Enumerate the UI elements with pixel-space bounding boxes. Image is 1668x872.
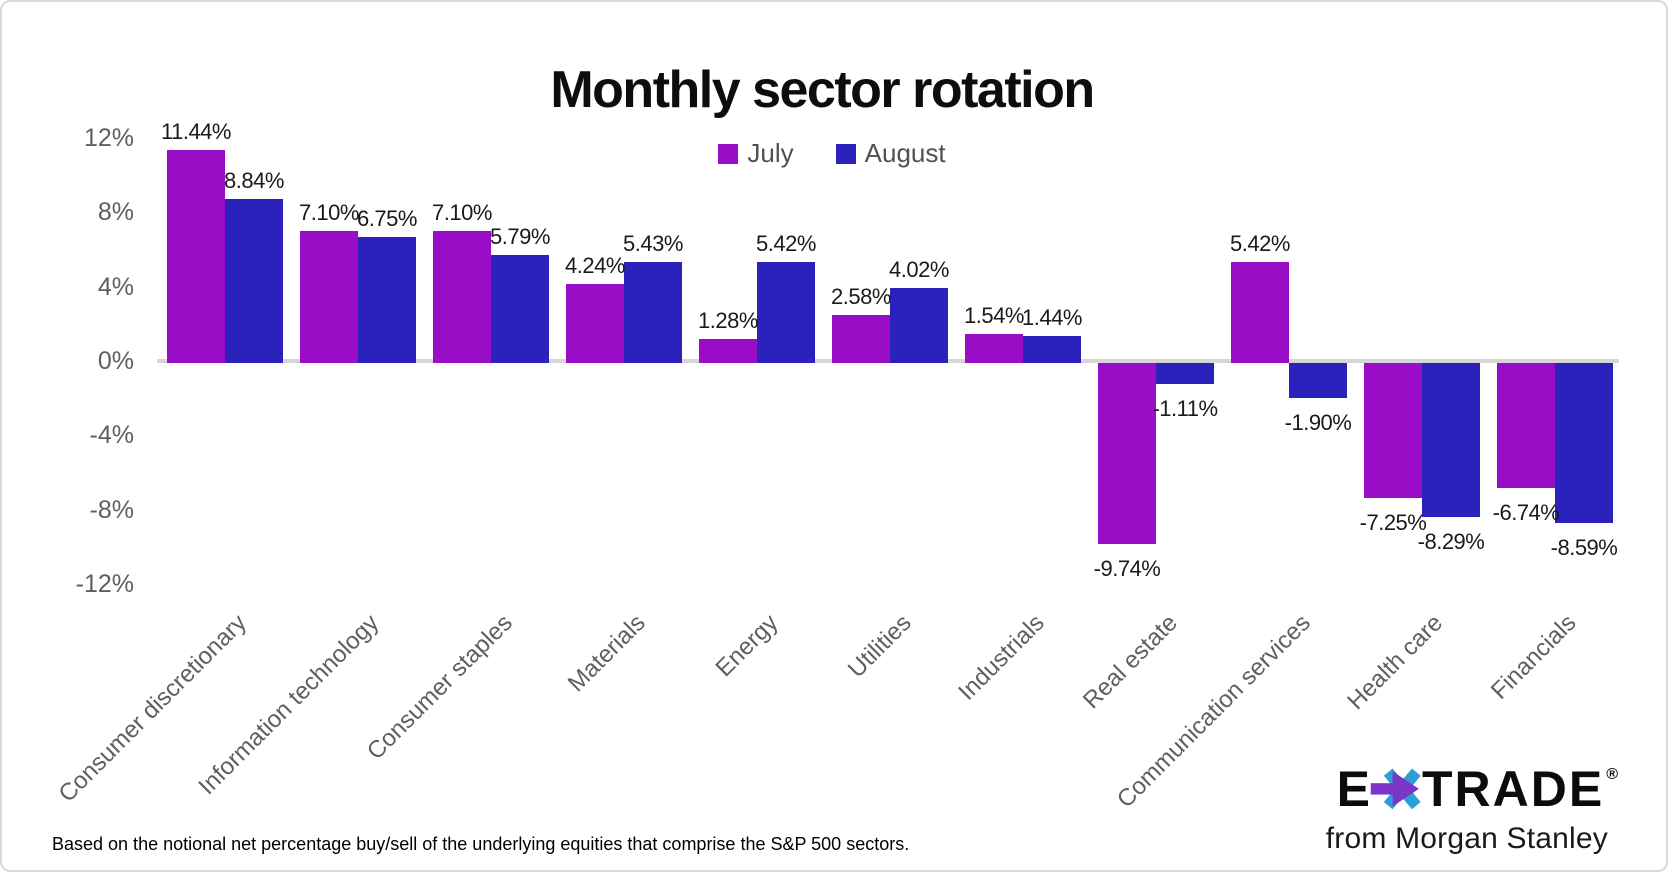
bar-july-energy bbox=[699, 339, 757, 363]
value-label-august-consumer-staples: 5.79% bbox=[490, 224, 550, 250]
category-label-financials: Financials bbox=[1485, 609, 1582, 705]
category-label-real-estate: Real estate bbox=[1077, 609, 1183, 715]
value-label-august-consumer-discretionary: 8.84% bbox=[224, 167, 284, 193]
logo-tagline: from Morgan Stanley bbox=[1325, 822, 1608, 855]
july-color-swatch bbox=[718, 143, 739, 164]
legend-item-august: August bbox=[835, 138, 946, 169]
y-axis-tick: 8% bbox=[97, 198, 134, 227]
bar-august-industrials bbox=[1023, 336, 1081, 363]
bar-august-information-technology bbox=[358, 237, 416, 363]
category-label-energy: Energy bbox=[710, 609, 784, 683]
value-label-july-utilities: 2.58% bbox=[831, 284, 891, 309]
bar-july-industrials bbox=[965, 334, 1023, 363]
logo-letter-e: E bbox=[1336, 761, 1372, 817]
y-axis-tick: -12% bbox=[75, 570, 134, 599]
value-label-july-financials: -6.74% bbox=[1492, 500, 1560, 526]
y-axis-tick: -8% bbox=[89, 495, 134, 524]
bar-july-information-technology bbox=[300, 230, 358, 363]
value-label-august-communication-services: -1.90% bbox=[1284, 410, 1352, 436]
bar-july-consumer-discretionary bbox=[167, 150, 225, 363]
bar-august-energy bbox=[757, 262, 815, 363]
bar-july-health-care bbox=[1364, 363, 1422, 498]
bar-july-communication-services bbox=[1231, 262, 1289, 363]
footnote: Based on the notional net percentage buy… bbox=[52, 834, 910, 854]
bar-august-consumer-staples bbox=[491, 255, 549, 363]
value-label-july-health-care: -7.25% bbox=[1359, 509, 1427, 535]
y-axis-tick: 0% bbox=[97, 347, 134, 375]
chart-title: Monthly sector rotation bbox=[550, 61, 1095, 119]
bar-july-consumer-staples bbox=[433, 230, 491, 363]
registered-trademark: ® bbox=[1606, 766, 1620, 783]
category-label-health-care: Health care bbox=[1342, 609, 1449, 716]
value-label-august-materials: 5.43% bbox=[623, 231, 683, 256]
bar-august-financials bbox=[1555, 363, 1613, 523]
bar-july-financials bbox=[1497, 363, 1555, 489]
value-label-august-utilities: 4.02% bbox=[889, 257, 949, 283]
category-label-utilities: Utilities bbox=[842, 609, 917, 684]
bar-august-real-estate bbox=[1156, 363, 1214, 384]
value-label-august-health-care: -8.29% bbox=[1417, 529, 1485, 555]
value-label-august-information-technology: 6.75% bbox=[357, 206, 417, 232]
value-label-july-industrials: 1.54% bbox=[964, 303, 1024, 329]
bar-july-utilities bbox=[832, 315, 890, 363]
value-label-august-energy: 5.42% bbox=[756, 231, 816, 257]
legend-label-july: July bbox=[747, 138, 794, 168]
bar-august-utilities bbox=[890, 288, 948, 363]
value-label-july-communication-services: 5.42% bbox=[1230, 231, 1290, 257]
value-label-july-consumer-discretionary: 11.44% bbox=[161, 119, 231, 145]
value-label-august-real-estate: -1.11% bbox=[1152, 395, 1218, 421]
y-axis-tick: -4% bbox=[89, 421, 134, 450]
category-label-consumer-staples: Consumer staples bbox=[361, 609, 518, 766]
bar-august-materials bbox=[624, 262, 682, 363]
bar-july-real-estate bbox=[1098, 363, 1156, 545]
legend-label-august: August bbox=[864, 138, 946, 168]
august-color-swatch bbox=[835, 143, 856, 164]
etrade-logo: E TRADE ® bbox=[1337, 760, 1618, 818]
value-label-july-consumer-staples: 7.10% bbox=[432, 199, 492, 225]
bar-july-materials bbox=[566, 284, 624, 363]
value-label-july-real-estate: -9.74% bbox=[1093, 556, 1161, 582]
y-axis-tick: 12% bbox=[83, 123, 134, 152]
value-label-july-energy: 1.28% bbox=[698, 308, 758, 334]
bar-august-consumer-discretionary bbox=[225, 198, 283, 363]
value-label-july-information-technology: 7.10% bbox=[299, 199, 359, 225]
category-label-materials: Materials bbox=[562, 609, 651, 698]
value-label-august-industrials: 1.44% bbox=[1022, 305, 1082, 331]
bar-august-health-care bbox=[1422, 363, 1480, 518]
value-label-july-materials: 4.24% bbox=[565, 253, 625, 279]
y-axis-tick: 4% bbox=[97, 272, 134, 301]
bar-august-communication-services bbox=[1289, 363, 1347, 399]
category-label-industrials: Industrials bbox=[952, 609, 1050, 706]
legend-item-july: July bbox=[718, 138, 794, 169]
legend: July August bbox=[2, 138, 1662, 169]
etrade-asterisk-icon bbox=[1370, 768, 1421, 810]
value-label-august-financials: -8.59% bbox=[1550, 534, 1618, 560]
logo-word-trade: TRADE bbox=[1421, 761, 1605, 817]
